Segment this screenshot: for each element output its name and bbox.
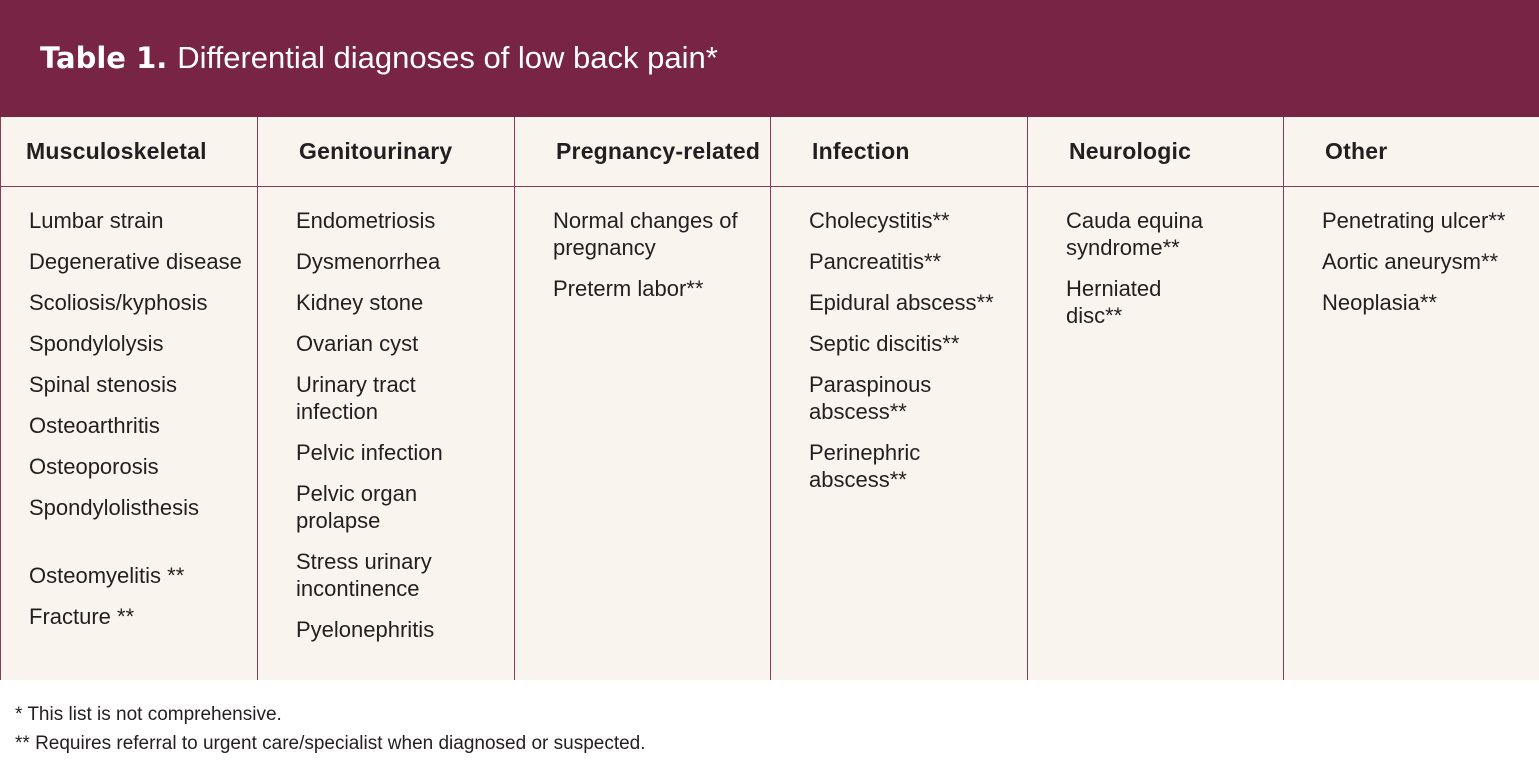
list-item: Epidural abscess** xyxy=(809,290,994,315)
column-musculoskeletal: Musculoskeletal Lumbar strain Degenerati… xyxy=(0,117,257,680)
list-item: Osteomyelitis ** xyxy=(29,563,185,588)
list-item: Penetrating ulcer** xyxy=(1322,208,1506,233)
column-body: Cauda equina syndrome** Herniated disc** xyxy=(1028,187,1216,329)
list-item: Septic discitis** xyxy=(809,331,960,356)
column-body: Penetrating ulcer** Aortic aneurysm** Ne… xyxy=(1284,187,1532,316)
list-item: Ovarian cyst xyxy=(296,331,419,356)
column-header: Musculoskeletal xyxy=(1,117,257,187)
column-body: Endometriosis Dysmenorrhea Kidney stone … xyxy=(258,187,466,643)
list-item: Fracture ** xyxy=(29,604,135,629)
column-other: Other Penetrating ulcer** Aortic aneurys… xyxy=(1283,117,1539,680)
list-item: Normal changes of pregnancy xyxy=(553,208,738,260)
column-header: Other xyxy=(1284,117,1539,187)
list-item: Degenerative disease xyxy=(29,249,242,274)
list-item: Pancreatitis** xyxy=(809,249,942,274)
column-infection: Infection Cholecystitis** Pancreatitis**… xyxy=(770,117,1027,680)
list-item: Dysmenorrhea xyxy=(296,249,441,274)
list-item: Endometriosis xyxy=(296,208,436,233)
list-item: Spinal stenosis xyxy=(29,372,177,397)
table-title-bar: Table 1. Differential diagnoses of low b… xyxy=(0,0,1539,117)
list-item: Lumbar strain xyxy=(29,208,164,233)
table-title-text: Differential diagnoses of low back pain* xyxy=(177,39,718,75)
list-item: Herniated disc** xyxy=(1066,276,1162,328)
list-item: Cholecystitis** xyxy=(809,208,950,233)
footnote: * This list is not comprehensive. xyxy=(15,704,282,725)
list-item: Osteoarthritis xyxy=(29,413,160,438)
list-item: Spondylolisthesis xyxy=(29,495,199,520)
column-genitourinary: Genitourinary Endometriosis Dysmenorrhea… xyxy=(257,117,514,680)
list-item: Osteoporosis xyxy=(29,454,159,479)
list-item: Kidney stone xyxy=(296,290,424,315)
list-item: Aortic aneurysm** xyxy=(1322,249,1499,274)
list-item: Scoliosis/kyphosis xyxy=(29,290,208,315)
list-item: Cauda equina syndrome** xyxy=(1066,208,1204,260)
column-body: Cholecystitis** Pancreatitis** Epidural … xyxy=(771,187,999,493)
column-pregnancy-related: Pregnancy-related Normal changes of preg… xyxy=(514,117,770,680)
diagnoses-table: Musculoskeletal Lumbar strain Degenerati… xyxy=(0,117,1539,680)
column-body: Lumbar strain Degenerative disease Scoli… xyxy=(1,187,257,630)
list-item: Stress urinary incontinence xyxy=(296,549,432,601)
list-item: Pelvic organ prolapse xyxy=(296,481,418,533)
list-item: Pyelonephritis xyxy=(296,617,435,642)
footnotes: * This list is not comprehensive. ** Req… xyxy=(15,700,646,758)
column-header: Pregnancy-related xyxy=(515,117,770,187)
list-item: Preterm labor** xyxy=(553,276,704,301)
list-item: Perinephric abscess** xyxy=(809,440,921,492)
table-title-label: Table 1. xyxy=(40,40,168,75)
footnote: ** Requires referral to urgent care/spec… xyxy=(15,733,646,754)
column-body: Normal changes of pregnancy Preterm labo… xyxy=(515,187,743,302)
column-header: Infection xyxy=(771,117,1027,187)
column-header: Neurologic xyxy=(1028,117,1283,187)
list-item: Spondylolysis xyxy=(29,331,164,356)
list-item: Urinary tract infection xyxy=(296,372,416,424)
list-item: Neoplasia** xyxy=(1322,290,1437,315)
list-item: Paraspinous abscess** xyxy=(809,372,932,424)
column-neurologic: Neurologic Cauda equina syndrome** Herni… xyxy=(1027,117,1283,680)
column-header: Genitourinary xyxy=(258,117,514,187)
list-item: Pelvic infection xyxy=(296,440,443,465)
